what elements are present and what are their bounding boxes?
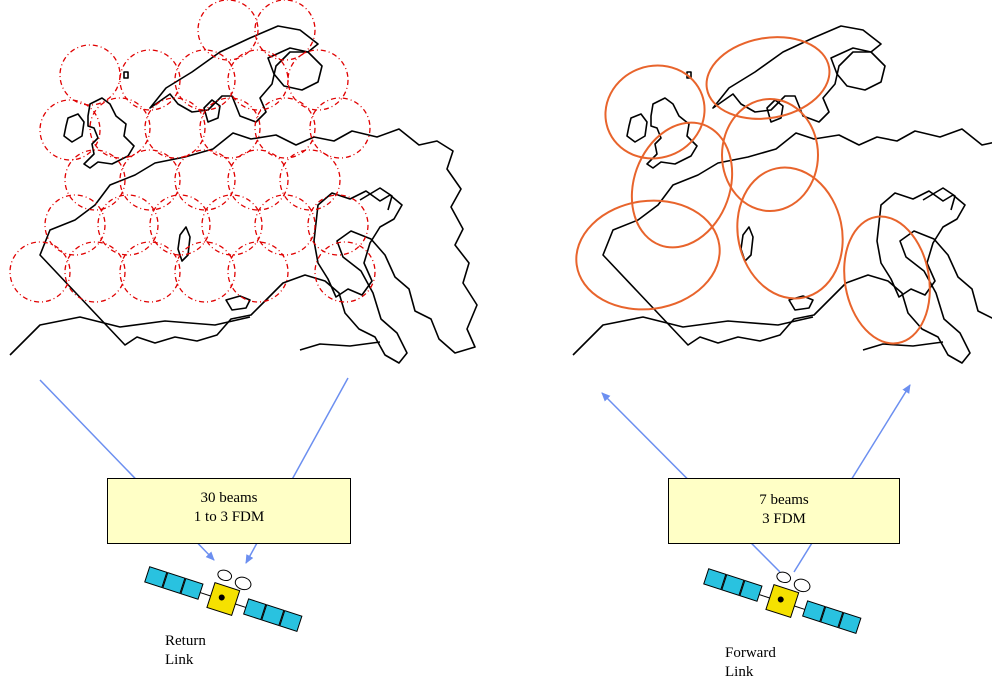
return-beam-15 (119, 149, 181, 211)
beam-germany (721, 98, 819, 212)
return-beam-16 (174, 149, 236, 211)
return-beam-26 (64, 241, 126, 303)
return-beam-5 (174, 49, 236, 111)
return-beam-circles (9, 0, 376, 303)
return-beam-24 (307, 194, 369, 256)
return-beam-18 (279, 149, 341, 211)
return-beam-9 (89, 97, 151, 159)
forward-beam-ellipses (575, 36, 931, 345)
return-beam-6 (227, 49, 289, 111)
return-beam-2 (254, 0, 316, 61)
return-caption-line1: Return (165, 633, 206, 649)
europe-coastline-left (9, 25, 478, 364)
return-beam-7 (287, 49, 349, 111)
return-fdm-label: 1 to 3 FDM (193, 509, 265, 525)
forward-satellite-icon (703, 568, 862, 635)
return-beam-28 (174, 241, 236, 303)
return-beam-21 (149, 194, 211, 256)
return-beam-29 (227, 241, 289, 303)
return-beam-30 (314, 241, 376, 303)
beam-iberia (575, 199, 721, 311)
return-beam-25 (9, 241, 71, 303)
forward-fdm-label: 3 FDM (762, 511, 806, 527)
forward-link-box: 7 beams 3 FDM (668, 478, 900, 544)
return-beam-27 (119, 241, 181, 303)
return-beam-1 (197, 0, 259, 61)
return-beam-20 (97, 194, 159, 256)
forward-beams-label: 7 beams (759, 492, 809, 508)
return-beam-14 (64, 149, 126, 211)
return-beam-4 (119, 49, 181, 111)
beam-scandinavia (705, 36, 831, 120)
forward-caption-line2: Link (725, 664, 754, 680)
forward-caption-line1: Forward (725, 645, 776, 661)
return-caption-line2: Link (165, 652, 194, 668)
return-beam-17 (227, 149, 289, 211)
return-beam-19 (44, 194, 106, 256)
return-beam-12 (254, 97, 316, 159)
return-beam-23 (254, 194, 316, 256)
beam-greece (843, 215, 931, 345)
forward-link-caption: Forward Link (725, 644, 776, 682)
beam-british-isles (604, 64, 706, 160)
return-beam-13 (309, 97, 371, 159)
return-beam-8 (39, 99, 101, 161)
return-link-map (9, 0, 478, 364)
return-beams-label: 30 beams (200, 490, 258, 506)
return-link-caption: Return Link (165, 632, 206, 670)
europe-coastline-right (572, 25, 992, 364)
return-satellite-icon (144, 566, 303, 633)
return-beam-11 (199, 97, 261, 159)
return-beam-10 (144, 97, 206, 159)
beam-italy (736, 166, 844, 300)
return-link-box: 30 beams 1 to 3 FDM (107, 478, 351, 544)
return-beam-3 (59, 44, 121, 106)
return-beam-22 (201, 194, 263, 256)
forward-link-map (572, 25, 992, 364)
beam-france-benelux (630, 121, 734, 249)
